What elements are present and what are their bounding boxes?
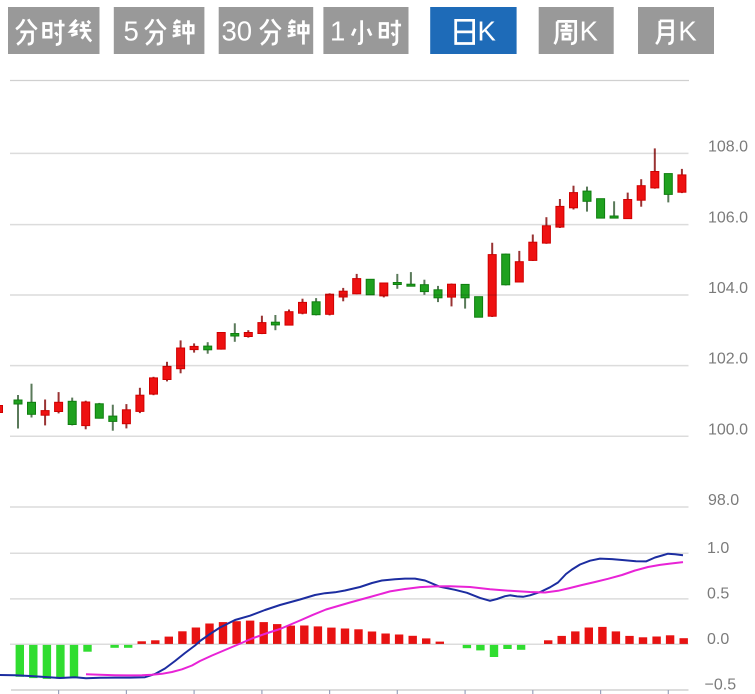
svg-text:−0.5: −0.5 [705, 677, 737, 694]
svg-text:108.0: 108.0 [708, 138, 748, 155]
svg-text:0.5: 0.5 [707, 586, 729, 603]
svg-text:1.0: 1.0 [707, 540, 729, 557]
svg-text:102.0: 102.0 [708, 351, 748, 368]
svg-text:1: 1 [330, 15, 345, 46]
svg-text:100.0: 100.0 [708, 421, 748, 438]
svg-text:106.0: 106.0 [708, 210, 748, 227]
svg-text:K: K [478, 15, 497, 46]
svg-text:K: K [678, 15, 697, 46]
svg-text:98.0: 98.0 [708, 492, 739, 509]
svg-text:K: K [580, 15, 599, 46]
svg-text:0.0: 0.0 [707, 631, 729, 648]
svg-text:30: 30 [222, 15, 253, 46]
svg-text:104.0: 104.0 [708, 280, 748, 297]
svg-text:5: 5 [124, 15, 139, 46]
